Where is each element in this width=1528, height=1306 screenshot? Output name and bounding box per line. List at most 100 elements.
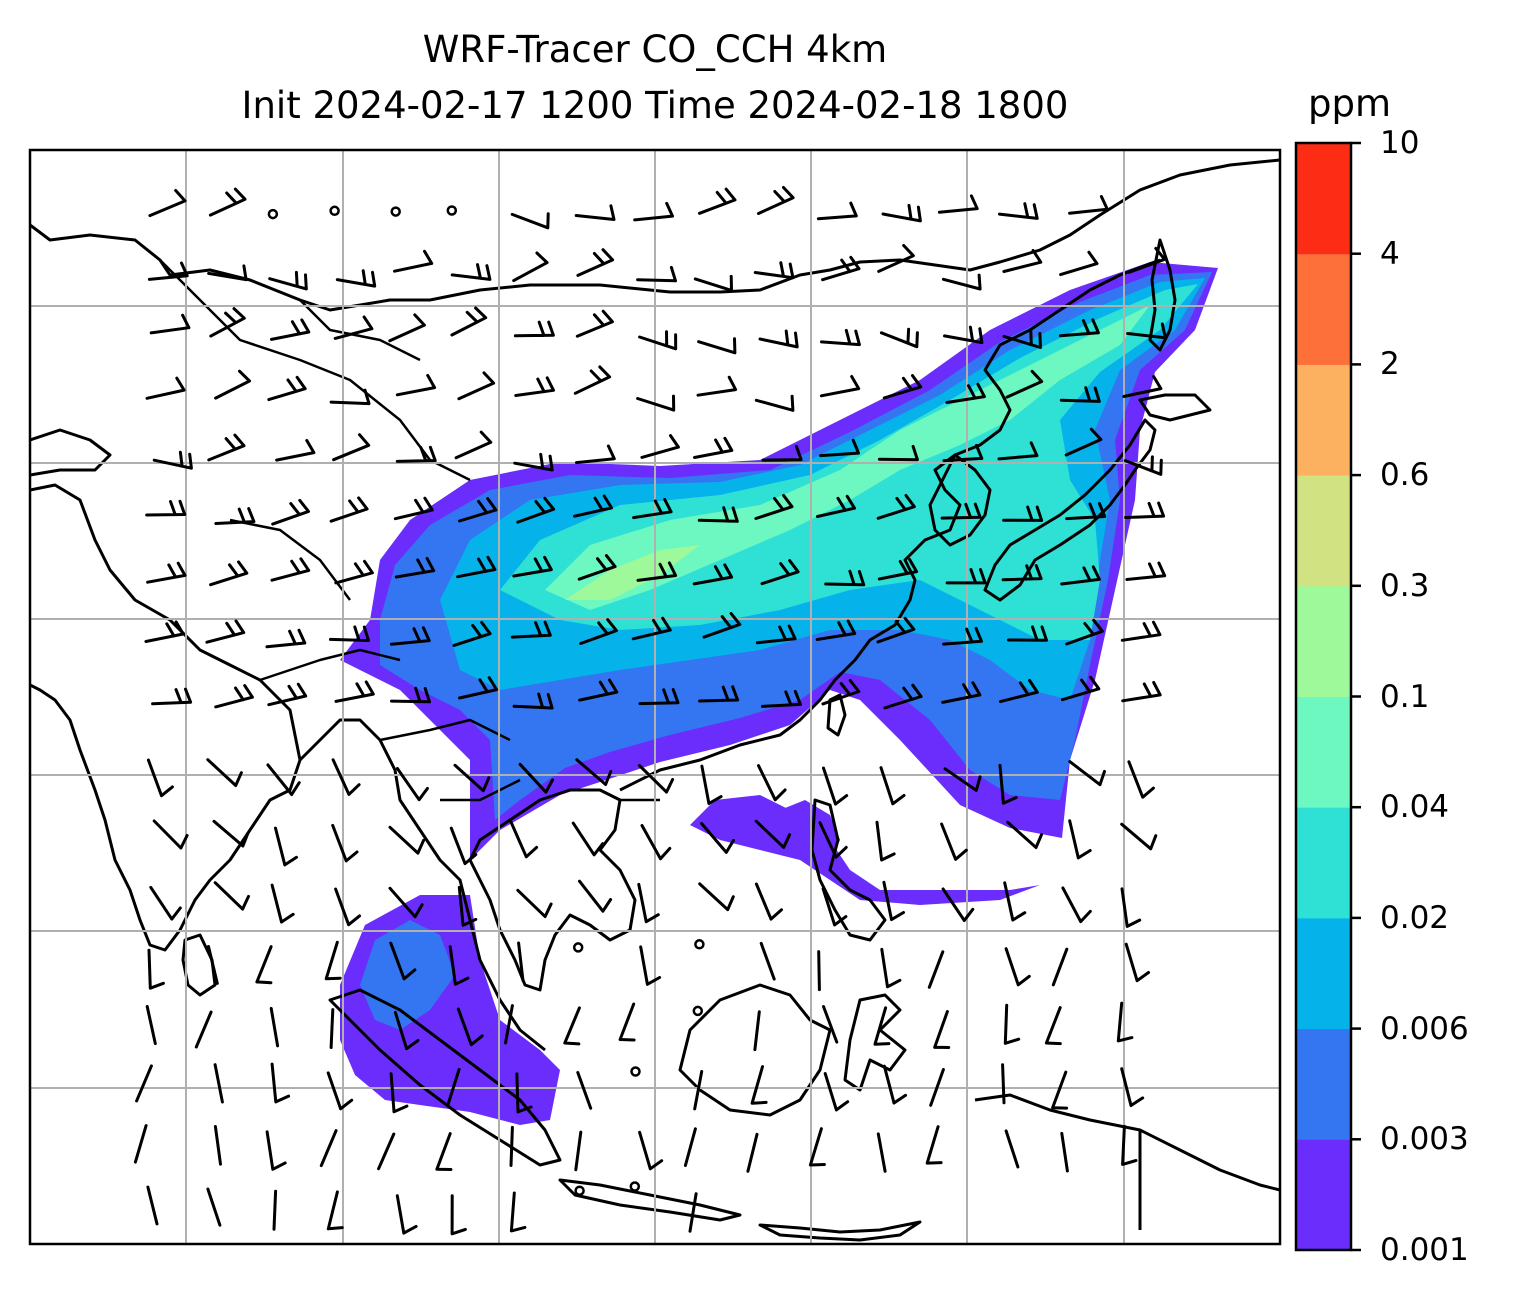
- colorbar: [1294, 141, 1361, 1252]
- wind-barb: [576, 1071, 593, 1110]
- wind-barb: [822, 1005, 839, 1044]
- wind-barb: [683, 1127, 697, 1167]
- wind-barb: [145, 1005, 157, 1046]
- wind-barb: [638, 330, 678, 351]
- wind-barb: [152, 819, 189, 850]
- wind-barb: [636, 394, 676, 412]
- wind-barb: [754, 819, 792, 849]
- wind-barb: [573, 365, 612, 395]
- wind-barb: [1004, 947, 1031, 987]
- wind-barb: [265, 1130, 287, 1171]
- coast-sumatra: [328, 988, 562, 1167]
- coast-middle-east: [30, 428, 112, 477]
- wind-barb: [213, 881, 250, 911]
- wind-barb: [207, 945, 219, 985]
- wind-barb: [270, 883, 295, 924]
- wind-barb: [942, 626, 983, 646]
- wind-barb: [271, 498, 310, 526]
- wind-barb: [1061, 886, 1092, 924]
- wind-barb: [265, 628, 307, 649]
- wind-calm-circle: [629, 1181, 641, 1192]
- wind-barb: [875, 820, 896, 862]
- wind-barb: [274, 826, 298, 867]
- wind-barb: [998, 763, 1018, 805]
- wind-calm-circle: [329, 205, 340, 217]
- wind-barb: [639, 945, 662, 986]
- wind-barb: [998, 202, 1039, 220]
- wind-barb: [879, 766, 906, 806]
- wind-calm-circle: [267, 208, 279, 220]
- wind-barb: [1120, 620, 1162, 642]
- colorbar-segment: [1296, 696, 1351, 808]
- colorbar-segment: [1296, 807, 1351, 919]
- wind-barb: [696, 375, 738, 397]
- wind-calm-circle: [694, 939, 705, 950]
- wind-barb: [456, 555, 497, 579]
- wind-barb: [1068, 819, 1092, 860]
- wind-barb: [815, 494, 856, 518]
- wind-barb: [512, 555, 553, 578]
- wind-barb: [270, 557, 311, 582]
- wind-barb: [877, 244, 915, 273]
- colorbar-tick-label: 0.1: [1380, 678, 1430, 715]
- colorbar-tick-label: 0.3: [1380, 567, 1430, 604]
- wind-barb: [755, 624, 797, 645]
- wind-barb: [513, 320, 555, 338]
- wind-barb: [146, 1185, 159, 1226]
- plume-north-peak: [565, 545, 700, 600]
- wind-barb: [941, 887, 975, 922]
- wind-barb: [761, 689, 802, 708]
- wind-barb: [1002, 329, 1042, 349]
- wind-barb: [636, 561, 678, 582]
- map-gridlines: [30, 150, 1280, 1244]
- wind-barb: [389, 941, 417, 981]
- wind-barb: [207, 264, 248, 282]
- wind-barb: [144, 620, 185, 643]
- colorbar-segment: [1296, 1139, 1351, 1251]
- colorbar-tick-label: 0.02: [1380, 899, 1450, 936]
- wind-barb: [757, 186, 795, 215]
- wind-barb: [876, 494, 916, 520]
- wind-barb: [212, 819, 250, 848]
- wind-barb: [945, 568, 987, 585]
- wind-barb: [510, 620, 552, 639]
- wind-barb: [1060, 1131, 1069, 1173]
- wind-barb: [208, 187, 247, 217]
- wind-barb: [133, 1124, 148, 1164]
- wind-barb: [255, 945, 273, 985]
- wind-barb: [1005, 369, 1044, 399]
- wind-barb: [1127, 760, 1155, 799]
- wind-barb: [575, 444, 616, 465]
- colorbar-segment: [1296, 1028, 1351, 1140]
- wind-barb: [941, 273, 982, 291]
- wind-barb: [821, 887, 848, 927]
- wind-barb: [879, 327, 919, 349]
- wind-barb: [822, 766, 849, 806]
- coast-taiwan: [826, 693, 847, 737]
- wind-barb: [817, 950, 821, 992]
- wind-barb: [618, 1002, 636, 1042]
- wind-barb: [1059, 386, 1101, 403]
- wind-barb: [326, 1071, 354, 1111]
- wind-barb: [151, 687, 193, 706]
- wind-barb: [509, 1191, 527, 1233]
- wind-barb: [997, 441, 1039, 461]
- wind-barb: [940, 502, 982, 520]
- wind-barb: [516, 888, 553, 919]
- wind-barb: [929, 1068, 945, 1107]
- wind-barb: [1125, 561, 1167, 581]
- wind-barb: [1126, 322, 1167, 340]
- wind-barb: [149, 313, 191, 335]
- wind-barb: [458, 497, 498, 523]
- colorbar-tick-label: 0.04: [1380, 789, 1450, 826]
- wind-barb: [334, 559, 374, 585]
- wind-barb: [512, 251, 549, 283]
- map-title-line-1: WRF-Tracer CO_CCH 4km: [422, 28, 888, 71]
- wind-barb: [573, 494, 613, 518]
- wind-barb: [394, 556, 436, 579]
- wind-barb: [758, 329, 799, 349]
- colorbar-segment: [1296, 917, 1351, 1030]
- wind-barb: [636, 265, 677, 283]
- wind-barb: [194, 1010, 213, 1049]
- coast-new-guinea: [974, 1093, 1280, 1230]
